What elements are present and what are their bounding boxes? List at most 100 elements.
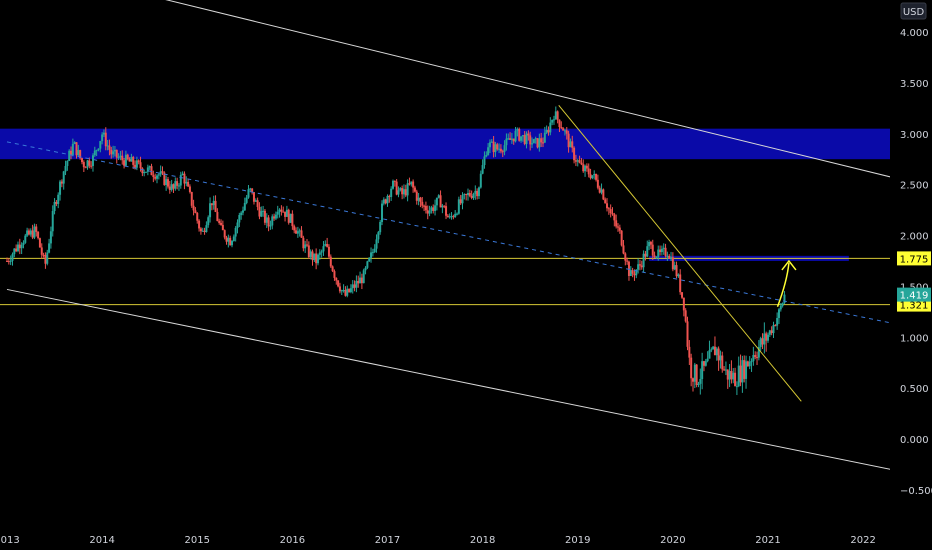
candle-body[interactable] (424, 205, 427, 211)
candle-body[interactable] (31, 230, 34, 238)
candle-body[interactable] (93, 150, 96, 156)
candle-body[interactable] (227, 237, 230, 242)
candle-body[interactable] (448, 216, 451, 218)
candle-body[interactable] (552, 119, 555, 121)
candle-body[interactable] (682, 297, 685, 311)
candle-body[interactable] (585, 165, 588, 169)
candle-body[interactable] (113, 149, 116, 152)
candle-body[interactable] (68, 150, 71, 161)
candle-body[interactable] (348, 288, 351, 293)
candle-body[interactable] (393, 180, 396, 182)
candle-body[interactable] (702, 361, 705, 366)
candle-body[interactable] (229, 237, 232, 246)
candle-body[interactable] (417, 197, 420, 201)
candle-body[interactable] (176, 181, 179, 186)
candle-body[interactable] (679, 274, 682, 293)
candle-body[interactable] (333, 271, 336, 278)
candle-body[interactable] (595, 173, 598, 180)
candle-body[interactable] (38, 238, 41, 248)
candle-body[interactable] (673, 265, 676, 270)
candle-body[interactable] (232, 236, 235, 242)
candle-body[interactable] (637, 264, 640, 270)
candle-body[interactable] (616, 226, 619, 228)
candle-body[interactable] (340, 290, 343, 292)
candle-body[interactable] (121, 155, 124, 161)
candle-body[interactable] (660, 248, 663, 253)
candle-body[interactable] (772, 325, 775, 334)
candle-body[interactable] (466, 192, 469, 196)
candle-body[interactable] (659, 249, 662, 253)
candle-body[interactable] (492, 141, 495, 153)
candle-body[interactable] (360, 277, 363, 284)
candle-body[interactable] (441, 205, 444, 208)
candle-body[interactable] (543, 132, 546, 143)
candle-body[interactable] (273, 216, 276, 219)
candle-body[interactable] (452, 216, 455, 218)
candle-body[interactable] (457, 199, 460, 214)
candle-body[interactable] (752, 354, 755, 362)
candle-body[interactable] (379, 221, 382, 233)
candle-body[interactable] (190, 192, 193, 206)
candle-body[interactable] (313, 253, 316, 261)
candle-body[interactable] (35, 226, 38, 232)
candle-body[interactable] (503, 145, 506, 152)
candle-body[interactable] (666, 255, 669, 257)
candle-body[interactable] (710, 349, 713, 351)
candle-body[interactable] (767, 334, 769, 341)
candle-body[interactable] (157, 174, 160, 176)
candle-body[interactable] (165, 179, 168, 185)
candle-body[interactable] (371, 252, 374, 254)
candle-body[interactable] (688, 346, 691, 358)
candle-body[interactable] (510, 138, 513, 140)
candle-body[interactable] (523, 135, 526, 144)
candle-body[interactable] (18, 244, 21, 249)
time-axis[interactable]: 2013 2014 2015 2016 2017 2018 2019 2020 2021 2022 (0, 535, 876, 546)
candle-body[interactable] (633, 273, 636, 276)
candle-body[interactable] (256, 200, 259, 207)
candle-body[interactable] (648, 241, 651, 247)
candle-body[interactable] (251, 188, 254, 193)
candle-body[interactable] (311, 251, 314, 261)
candle-body[interactable] (761, 338, 764, 345)
candle-body[interactable] (684, 310, 687, 322)
candle-body[interactable] (22, 242, 25, 245)
candle-body[interactable] (560, 127, 563, 129)
trend-line-mid-channel-dashed[interactable] (6, 141, 901, 325)
candle-body[interactable] (309, 251, 312, 258)
candle-body[interactable] (488, 142, 491, 148)
candle-body[interactable] (428, 210, 431, 214)
candle-body[interactable] (196, 212, 199, 221)
candle-body[interactable] (26, 230, 29, 236)
candle-body[interactable] (538, 138, 541, 148)
candle-body[interactable] (487, 147, 490, 155)
candle-body[interactable] (781, 303, 784, 306)
candle-body[interactable] (459, 199, 462, 204)
candle-body[interactable] (24, 235, 27, 243)
candle-body[interactable] (430, 207, 433, 211)
candle-body[interactable] (15, 248, 18, 252)
candle-body[interactable] (238, 215, 241, 223)
candle-body[interactable] (413, 187, 416, 192)
candle-body[interactable] (498, 148, 501, 150)
candle-body[interactable] (580, 162, 583, 165)
candle-body[interactable] (567, 133, 570, 148)
candle-body[interactable] (708, 350, 711, 359)
candle-body[interactable] (763, 333, 766, 345)
candle-body[interactable] (737, 365, 740, 387)
candle-body[interactable] (591, 175, 594, 179)
candle-body[interactable] (443, 205, 446, 207)
candle-body[interactable] (274, 214, 277, 219)
candle-body[interactable] (490, 141, 493, 143)
candle-body[interactable] (132, 156, 135, 165)
candle-body[interactable] (271, 216, 274, 226)
candle-body[interactable] (327, 246, 330, 257)
candle-body[interactable] (64, 165, 67, 172)
candle-body[interactable] (210, 203, 213, 206)
candle-body[interactable] (512, 138, 515, 142)
candle-body[interactable] (615, 220, 618, 227)
candle-body[interactable] (112, 151, 115, 155)
candle-body[interactable] (576, 160, 579, 162)
candle-body[interactable] (598, 187, 601, 193)
candle-body[interactable] (108, 145, 111, 150)
candle-body[interactable] (481, 165, 484, 174)
